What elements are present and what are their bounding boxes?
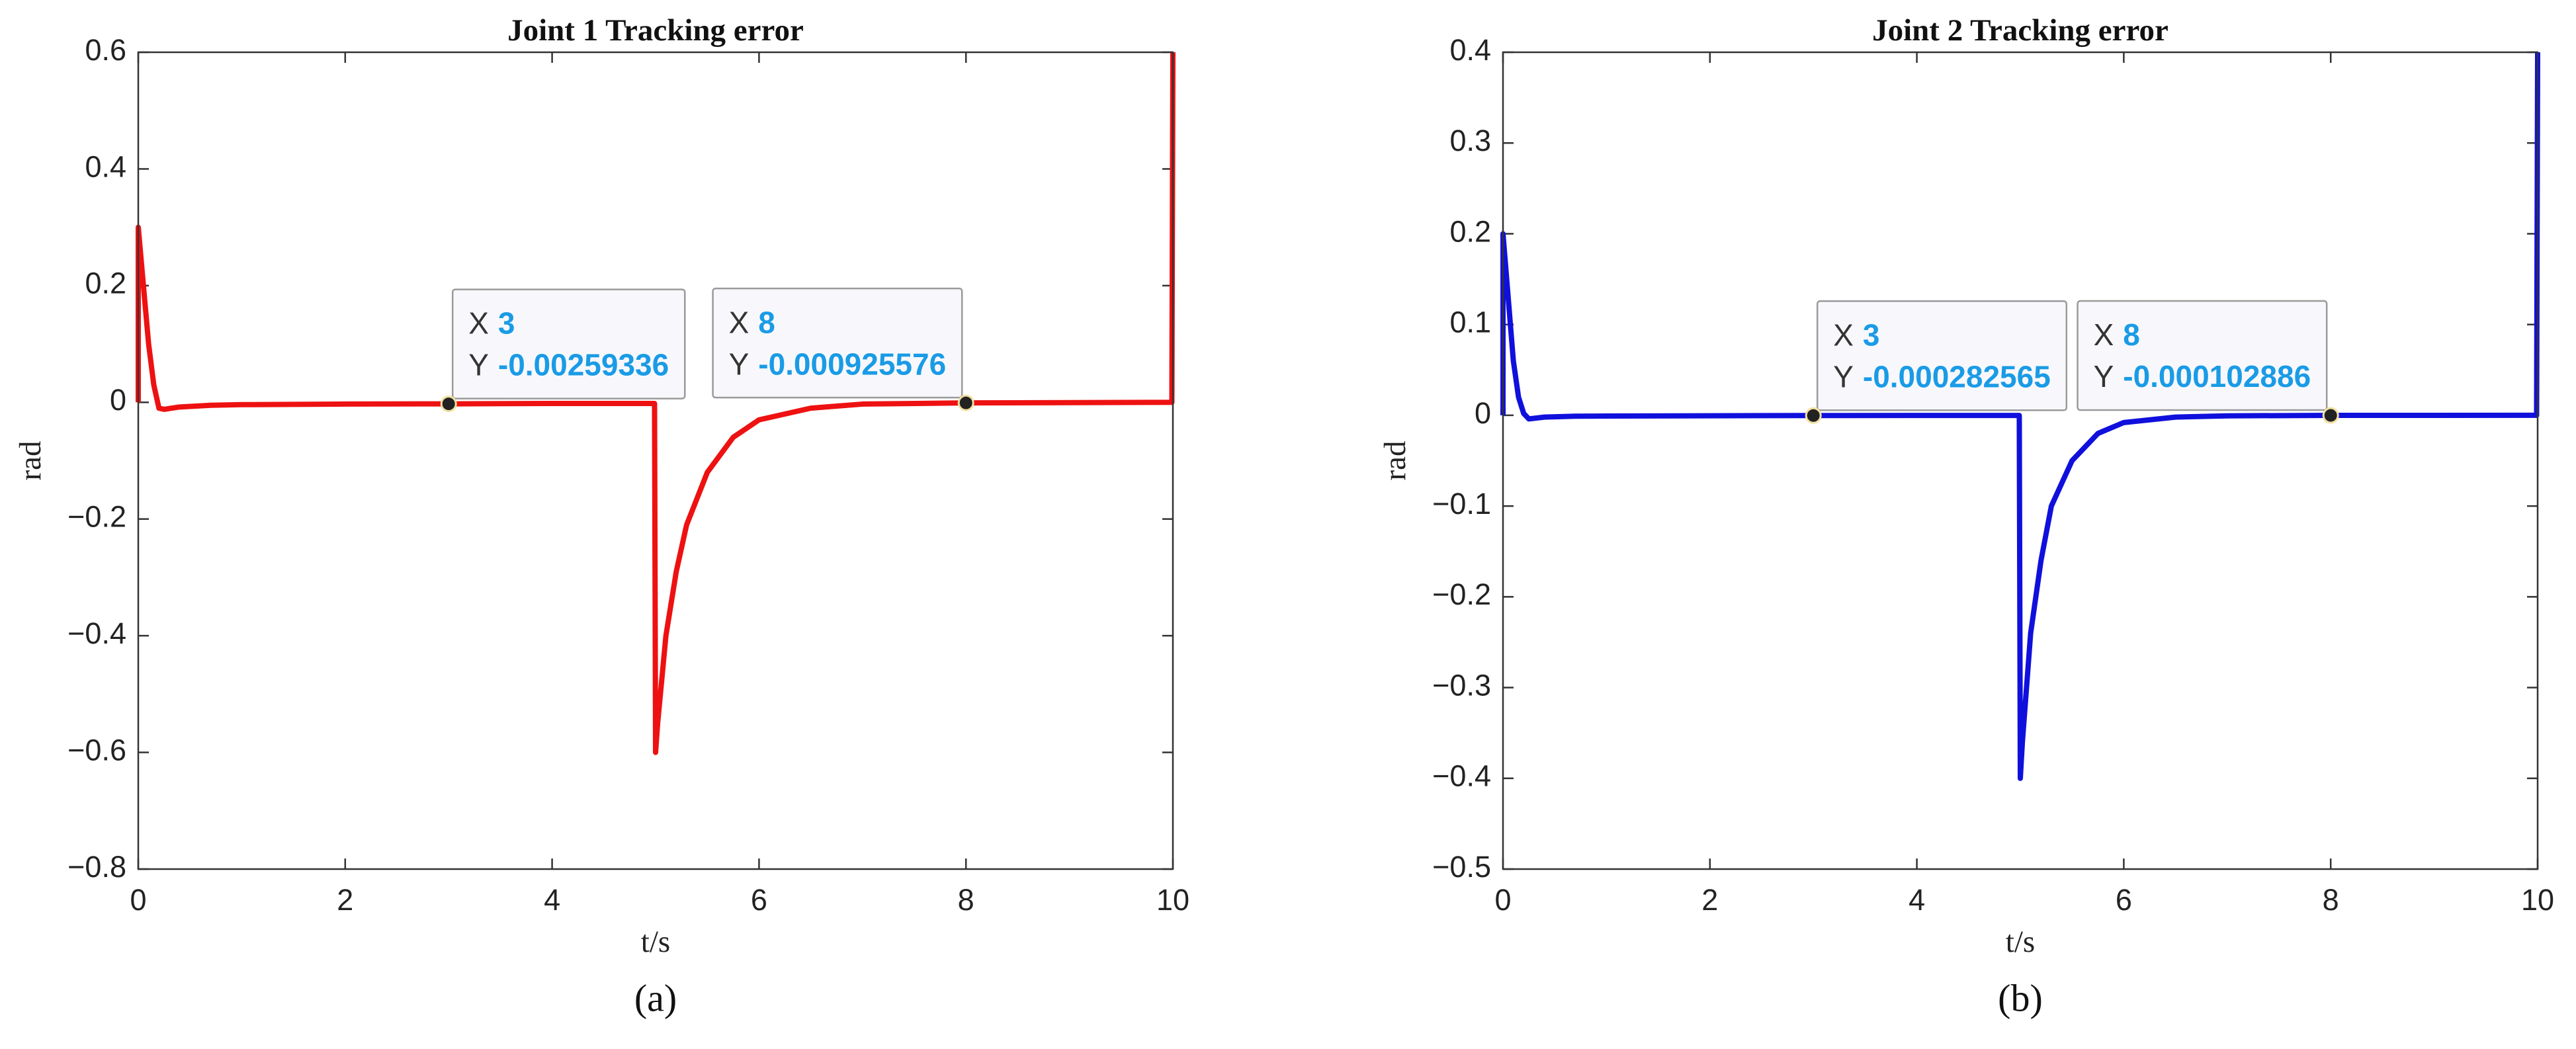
datatip-marker xyxy=(2322,407,2339,424)
datatip-box xyxy=(712,287,963,399)
x-tick-label: 0 xyxy=(1494,883,1511,917)
datatip-value: -0.000102886 xyxy=(2123,359,2311,394)
datatip-value: 8 xyxy=(758,305,775,339)
y-tick-label: −0.4 xyxy=(1432,759,1491,793)
x-tick-label: 0 xyxy=(130,883,146,917)
y-tick-label: −0.3 xyxy=(1432,668,1491,702)
y-axis-label: rad xyxy=(13,441,48,480)
datatip-value: 3 xyxy=(498,306,515,341)
datatip-label: X xyxy=(2094,317,2114,352)
y-tick-label: −0.5 xyxy=(1432,850,1491,884)
datatip: XY3 -0.000282565 xyxy=(1816,300,2068,411)
x-tick-label: 6 xyxy=(2116,883,2132,917)
datatip-marker xyxy=(957,394,974,411)
datatip: XY8 -0.000925576 xyxy=(712,287,963,399)
data-line xyxy=(136,52,1176,755)
y-tick-label: −0.4 xyxy=(67,616,126,650)
datatip-box xyxy=(1816,300,2068,411)
x-tick-label: 2 xyxy=(1701,883,1718,917)
datatip-box xyxy=(451,288,686,399)
y-tick-label: −0.2 xyxy=(67,500,126,534)
datatip-value: 3 xyxy=(1863,317,1880,352)
datatip-marker xyxy=(1805,407,1822,424)
y-tick-label: −0.2 xyxy=(1432,577,1491,611)
data-line xyxy=(1500,52,2540,781)
y-tick-label: 0 xyxy=(1475,396,1491,430)
datatip-value: -0.000925576 xyxy=(758,347,946,381)
chart-title: Joint 1 Tracking error xyxy=(507,13,804,48)
y-tick-label: 0.1 xyxy=(1449,306,1491,339)
datatip-label: X xyxy=(468,306,489,341)
datatip-label: Y xyxy=(729,347,750,381)
datatip-label: X xyxy=(1833,317,1854,352)
x-tick-label: 6 xyxy=(751,883,767,917)
datatip-box xyxy=(2077,300,2328,411)
datatip: XY3 -0.00259336 xyxy=(451,288,686,399)
datatip-label: X xyxy=(729,305,750,339)
datatip-value: -0.00259336 xyxy=(498,348,669,382)
datatip-marker xyxy=(440,396,457,413)
y-tick-label: 0.4 xyxy=(85,149,126,183)
datatip: XY8 -0.000102886 xyxy=(2077,300,2328,411)
x-tick-label: 10 xyxy=(2521,883,2554,917)
y-tick-label: 0 xyxy=(110,383,126,417)
x-tick-label: 4 xyxy=(544,883,560,917)
y-tick-label: 0.2 xyxy=(85,267,126,300)
x-axis-label: t/s xyxy=(641,925,670,959)
y-tick-label: 0.4 xyxy=(1449,33,1491,67)
x-tick-label: 2 xyxy=(337,883,353,917)
axes-box xyxy=(137,51,1174,870)
datatip-label: Y xyxy=(468,348,489,382)
x-axis-label: t/s xyxy=(2006,925,2035,959)
y-tick-label: −0.6 xyxy=(67,733,126,767)
datatip-label: Y xyxy=(2094,359,2114,394)
chart-title: Joint 2 Tracking error xyxy=(1872,13,2168,48)
datatip-value: 8 xyxy=(2123,317,2140,352)
caption: (b) xyxy=(1998,976,2043,1019)
caption: (a) xyxy=(634,976,677,1019)
y-tick-label: 0.6 xyxy=(85,33,126,67)
axes-box xyxy=(1502,51,2539,870)
x-tick-label: 4 xyxy=(1909,883,1925,917)
y-tick-label: −0.1 xyxy=(1432,487,1491,521)
x-tick-label: 8 xyxy=(958,883,974,917)
datatip-label: Y xyxy=(1833,359,1854,394)
datatip-value: -0.000282565 xyxy=(1863,359,2051,394)
x-tick-label: 8 xyxy=(2323,883,2339,917)
y-tick-label: 0.3 xyxy=(1449,124,1491,157)
x-tick-label: 10 xyxy=(1156,883,1189,917)
y-tick-label: 0.2 xyxy=(1449,214,1491,248)
y-axis-label: rad xyxy=(1378,441,1412,480)
y-tick-label: −0.8 xyxy=(67,850,126,884)
